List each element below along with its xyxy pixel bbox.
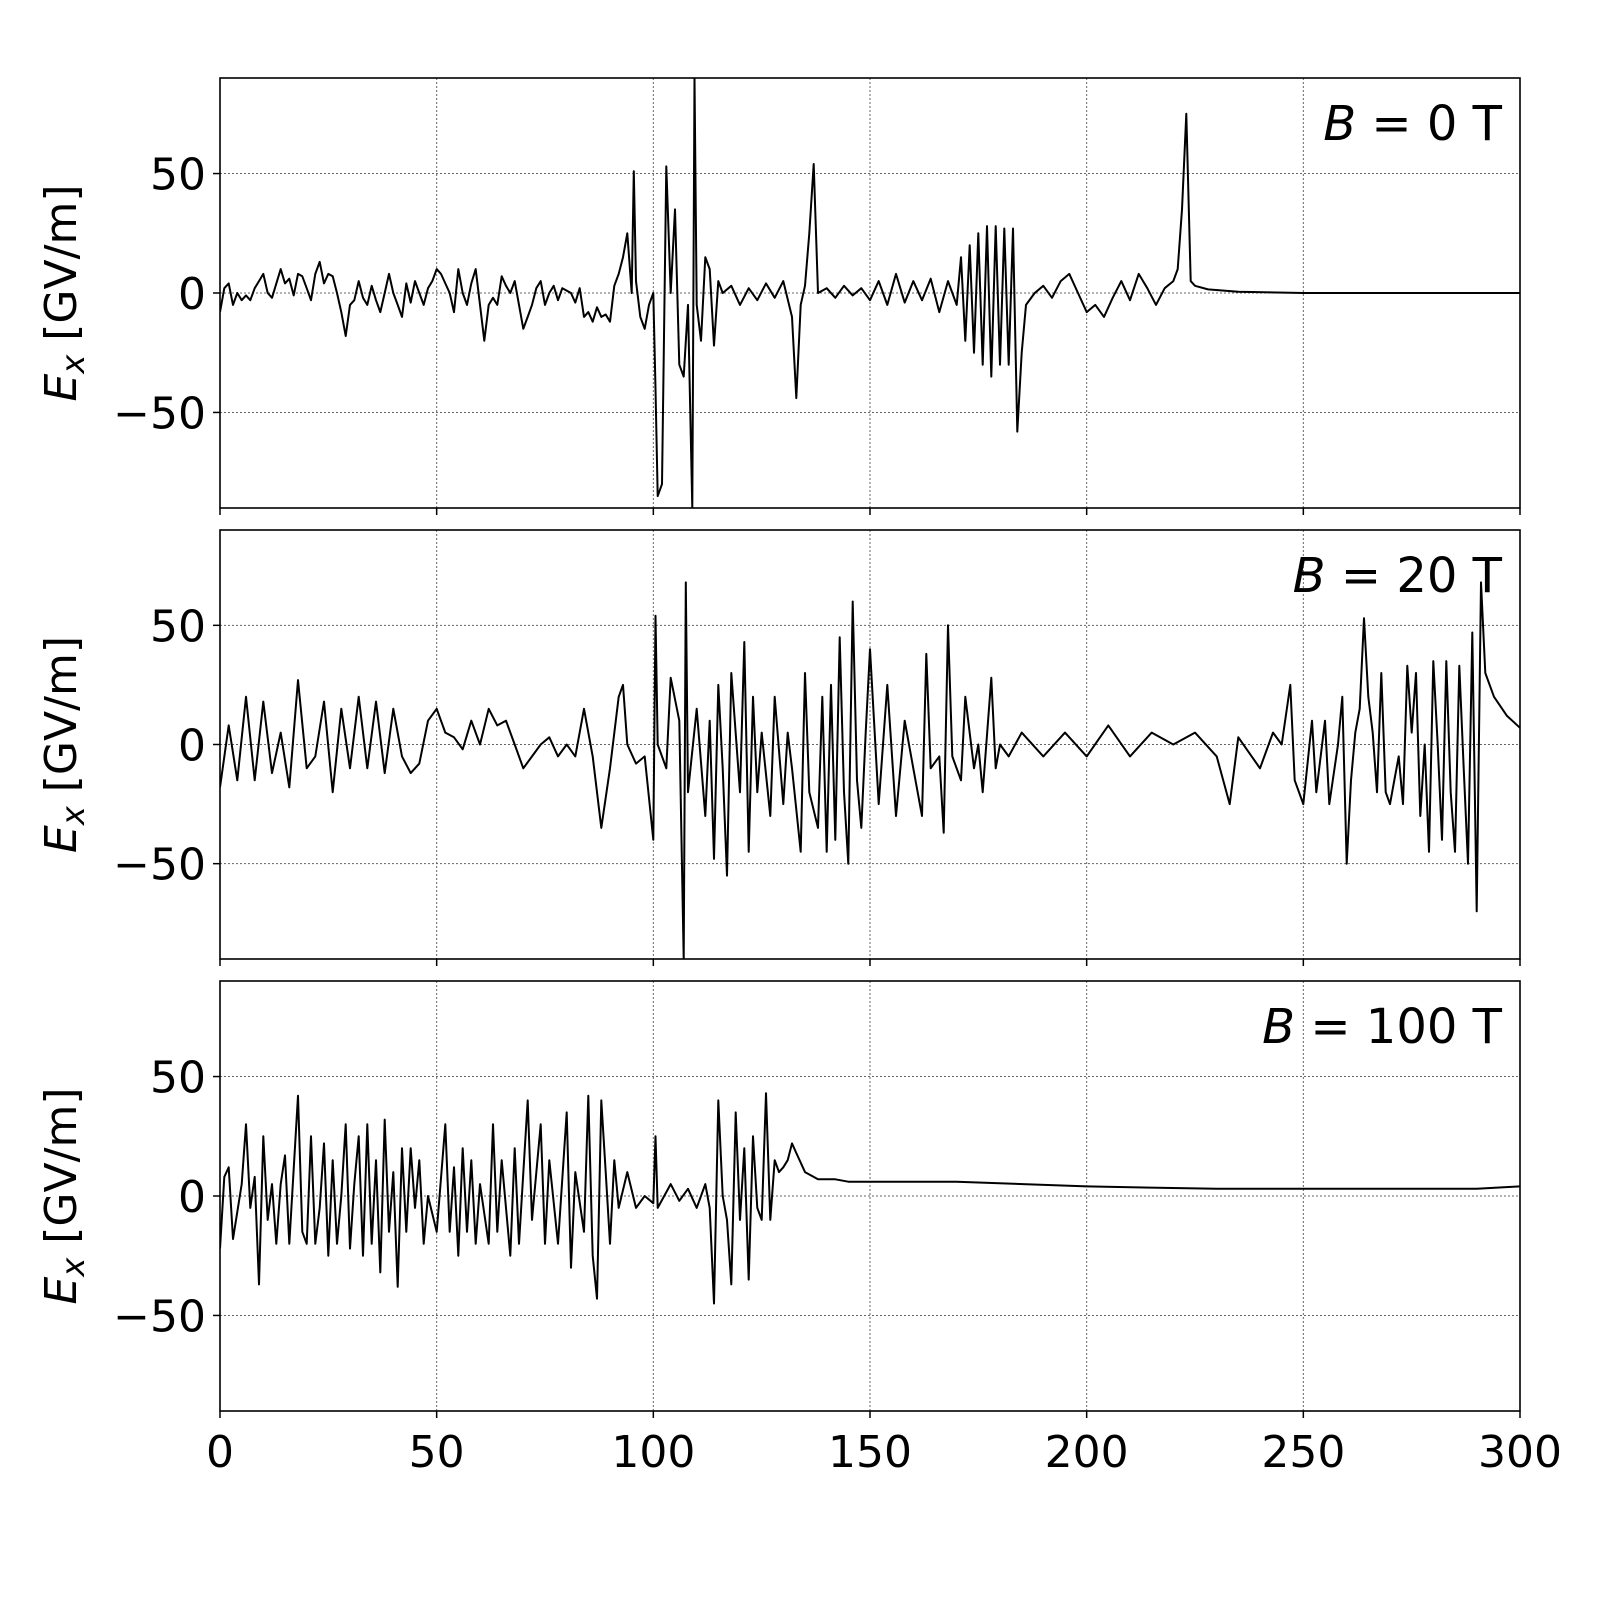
x-tick-label: 0 [206, 1427, 234, 1478]
y-label-unit: [GV/m] [36, 636, 87, 806]
field-annotation: B = 0 T [1323, 96, 1502, 152]
y-tick-label: 0 [178, 1172, 206, 1223]
y-tick-label: 0 [178, 269, 206, 320]
annotation-value: = 20 T [1326, 548, 1503, 604]
series-line [220, 78, 1520, 508]
y-label-unit: [GV/m] [36, 1088, 87, 1258]
annotation-variable: B [1293, 548, 1326, 604]
panel-2: −50 0 50 Ex [GV/m] B = 20 T [36, 529, 1521, 966]
x-tick-label: 250 [1261, 1427, 1345, 1478]
y-label-subscript: x [54, 805, 92, 826]
y-tick-label: −50 [113, 1291, 206, 1342]
y-tick-label: 50 [150, 150, 206, 201]
x-tick-label: 200 [1045, 1427, 1129, 1478]
y-axis-label: Ex [GV/m] [36, 636, 92, 853]
x-tick-label: 150 [828, 1427, 912, 1478]
panel-3: 0 50 100 150 200 250 300 −50 0 50 Ex [GV/m] B = 100… [36, 980, 1562, 1478]
x-tick-label: 300 [1478, 1427, 1562, 1478]
y-label-symbol: E [36, 373, 87, 401]
y-axis-label: Ex [GV/m] [36, 1088, 92, 1305]
y-tick-label: −50 [113, 388, 206, 439]
y-tick-label: 50 [150, 1053, 206, 1104]
panel-1: −50 0 50 Ex [GV/m] B = 0 T [36, 77, 1521, 515]
y-label-subscript: x [54, 1257, 92, 1278]
annotation-value: = 100 T [1295, 999, 1503, 1055]
field-annotation: B = 20 T [1293, 548, 1503, 604]
y-axis-label: Ex [GV/m] [36, 185, 92, 402]
y-tick-label: 0 [178, 721, 206, 772]
annotation-variable: B [1262, 999, 1295, 1055]
field-annotation: B = 100 T [1262, 999, 1503, 1055]
y-label-subscript: x [54, 354, 92, 375]
y-label-unit: [GV/m] [36, 185, 87, 355]
series-line [220, 581, 1520, 959]
series-line [220, 1092, 1520, 1305]
annotation-variable: B [1323, 96, 1356, 152]
y-label-symbol: E [36, 1276, 87, 1304]
x-tick-label: 100 [611, 1427, 695, 1478]
y-tick-label: 50 [150, 601, 206, 652]
annotation-value: = 0 T [1356, 96, 1503, 152]
x-tick-label: 50 [409, 1427, 465, 1478]
y-tick-label: −50 [113, 840, 206, 891]
y-label-symbol: E [36, 825, 87, 853]
